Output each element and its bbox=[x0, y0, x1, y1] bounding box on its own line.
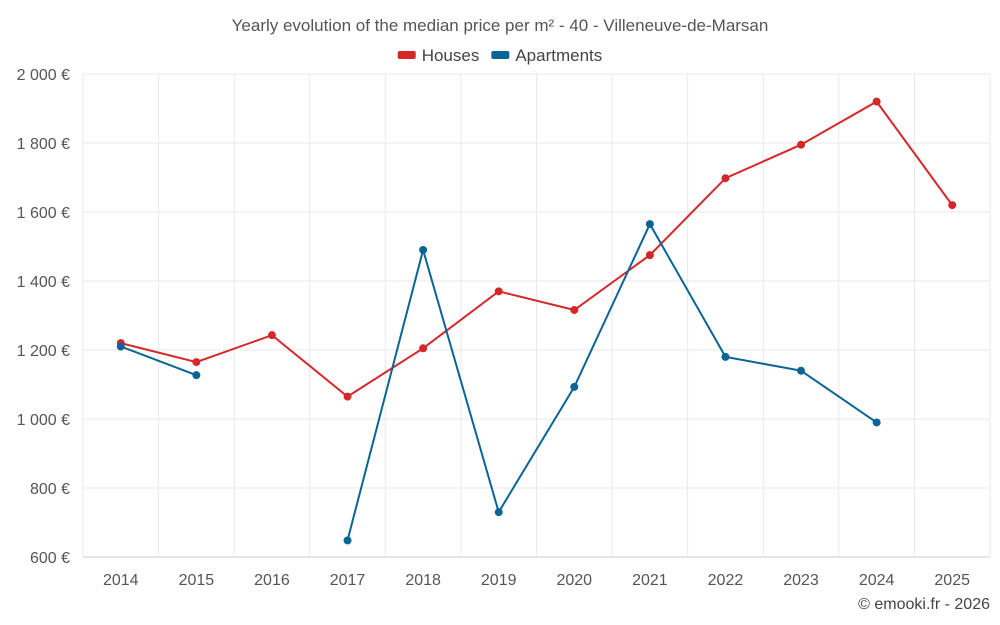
x-axis-ticks: 2014 2015 2016 2017 2018 2019 2020 2021 2022 2023… bbox=[103, 572, 970, 589]
x-tick-label: 2020 bbox=[556, 572, 592, 589]
x-tick-label: 2017 bbox=[330, 572, 366, 589]
legend: Houses Apartments bbox=[397, 46, 602, 65]
x-tick-label: 2024 bbox=[859, 572, 895, 589]
data-point[interactable] bbox=[116, 342, 125, 351]
legend-item-houses[interactable]: Houses bbox=[397, 46, 480, 65]
y-tick-label: 1 000 € bbox=[17, 412, 70, 429]
x-tick-label: 2016 bbox=[254, 572, 290, 589]
data-point[interactable] bbox=[192, 371, 201, 380]
x-tick-label: 2014 bbox=[103, 572, 139, 589]
y-tick-label: 1 400 € bbox=[17, 274, 70, 291]
data-point[interactable] bbox=[721, 174, 730, 183]
data-point[interactable] bbox=[797, 366, 806, 375]
series-apartments bbox=[116, 220, 881, 545]
y-tick-label: 2 000 € bbox=[17, 67, 70, 84]
x-tick-label: 2022 bbox=[708, 572, 744, 589]
y-tick-label: 800 € bbox=[30, 481, 70, 498]
data-point[interactable] bbox=[797, 140, 806, 149]
grid bbox=[82, 73, 991, 558]
series-line bbox=[120, 221, 878, 541]
x-tick-label: 2015 bbox=[179, 572, 215, 589]
legend-label: Houses bbox=[422, 46, 480, 65]
legend-swatch bbox=[491, 51, 510, 59]
data-point[interactable] bbox=[419, 344, 428, 353]
credit-text: © emooki.fr - 2026 bbox=[858, 596, 990, 613]
x-tick-label: 2023 bbox=[783, 572, 819, 589]
y-tick-label: 1 600 € bbox=[17, 205, 70, 222]
y-tick-label: 1 200 € bbox=[17, 343, 70, 360]
data-point[interactable] bbox=[494, 508, 503, 517]
y-tick-label: 600 € bbox=[30, 550, 70, 567]
data-point[interactable] bbox=[494, 287, 503, 296]
data-point[interactable] bbox=[721, 352, 730, 361]
data-point[interactable] bbox=[267, 331, 276, 340]
data-point[interactable] bbox=[872, 97, 881, 106]
data-point[interactable] bbox=[343, 536, 352, 545]
x-tick-label: 2019 bbox=[481, 572, 517, 589]
x-tick-label: 2025 bbox=[934, 572, 970, 589]
y-axis-ticks: 600 € 800 € 1 000 € 1 200 € 1 400 € 1 600 € 1 … bbox=[17, 67, 70, 567]
legend-swatch bbox=[397, 51, 416, 59]
chart-title: Yearly evolution of the median price per… bbox=[232, 16, 769, 35]
data-point[interactable] bbox=[872, 418, 881, 427]
series-line bbox=[120, 100, 954, 398]
legend-label: Apartments bbox=[515, 46, 602, 65]
data-point[interactable] bbox=[645, 220, 654, 229]
y-tick-label: 1 800 € bbox=[17, 136, 70, 153]
data-point[interactable] bbox=[948, 201, 957, 210]
x-tick-label: 2021 bbox=[632, 572, 668, 589]
legend-item-apartments[interactable]: Apartments bbox=[491, 46, 602, 65]
data-point[interactable] bbox=[645, 251, 654, 260]
data-point[interactable] bbox=[192, 358, 201, 367]
data-point[interactable] bbox=[419, 245, 428, 254]
series bbox=[116, 97, 957, 545]
data-point[interactable] bbox=[570, 305, 579, 314]
series-houses bbox=[116, 97, 957, 401]
x-tick-label: 2018 bbox=[405, 572, 441, 589]
data-point[interactable] bbox=[343, 392, 352, 401]
data-point[interactable] bbox=[570, 382, 579, 391]
